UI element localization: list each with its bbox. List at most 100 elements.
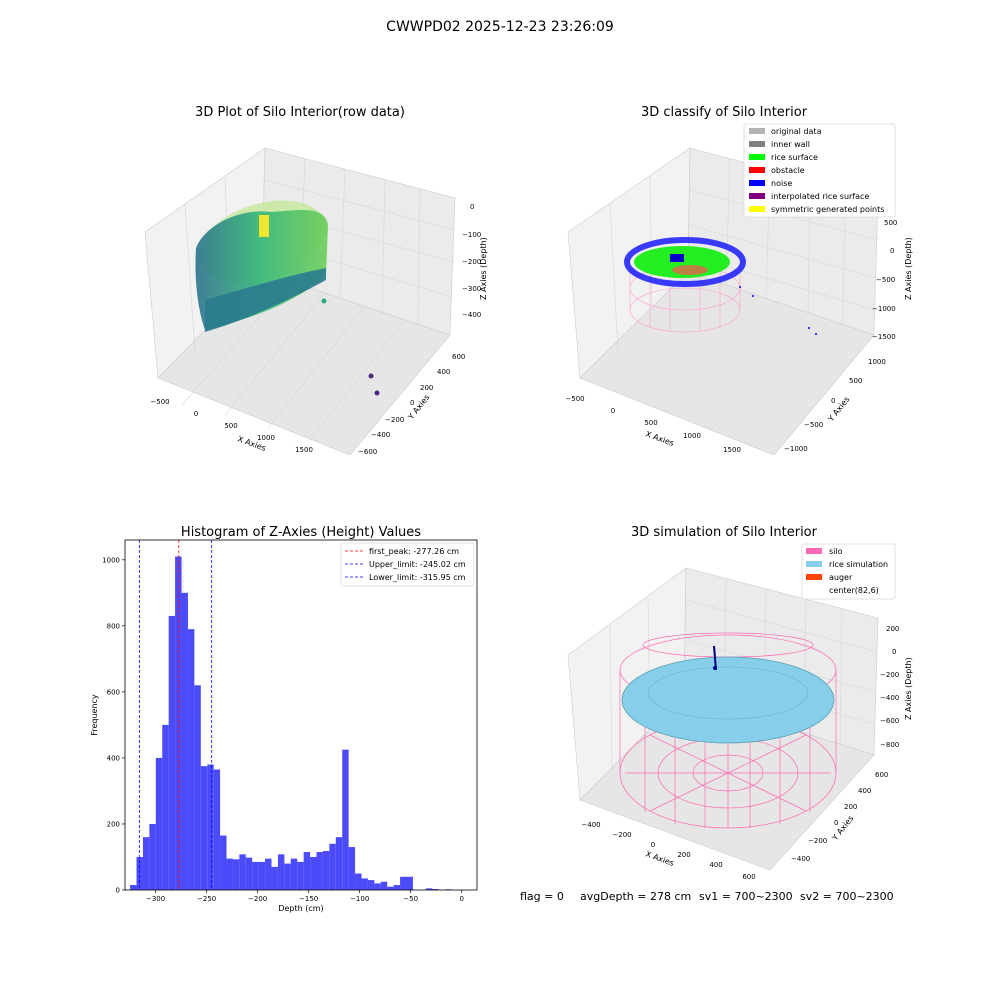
legend-label: rice surface bbox=[771, 153, 818, 162]
histogram-bar bbox=[432, 889, 439, 890]
y-tick-label: 400 bbox=[107, 754, 120, 762]
x-tick-label: −300 bbox=[146, 895, 165, 903]
x-tick: 1500 bbox=[295, 446, 313, 454]
legend-label: obstacle bbox=[771, 166, 805, 175]
y-tick: 600 bbox=[875, 771, 888, 779]
x-axis-label: X Axies bbox=[644, 849, 675, 868]
figure-suptitle: CWWPD02 2025-12-23 23:26:09 bbox=[386, 19, 614, 35]
z-tick: 200 bbox=[886, 625, 899, 633]
histogram-bar bbox=[200, 766, 208, 890]
obstacle-points bbox=[672, 265, 708, 275]
histogram-bar bbox=[239, 854, 246, 890]
legend-label: silo bbox=[829, 547, 843, 556]
histogram-bar bbox=[400, 876, 407, 890]
legend-swatch bbox=[749, 128, 765, 134]
high-spot-yellow bbox=[259, 215, 269, 237]
histogram-bar bbox=[226, 858, 233, 890]
histogram-bar bbox=[406, 876, 413, 890]
histogram-bar bbox=[130, 885, 137, 890]
histogram-bar bbox=[342, 749, 349, 890]
x-tick: 1000 bbox=[683, 432, 701, 440]
y-tick: −200 bbox=[385, 416, 404, 424]
x-tick-label: −100 bbox=[350, 895, 369, 903]
z-tick: −600 bbox=[880, 717, 899, 725]
y-tick: 400 bbox=[858, 787, 871, 795]
legend-label: original data bbox=[771, 127, 822, 136]
y-tick: 0 bbox=[834, 819, 838, 827]
x-tick: −500 bbox=[565, 395, 584, 403]
y-tick: 0 bbox=[831, 397, 835, 405]
histogram-bar bbox=[149, 823, 156, 890]
footer-flag: flag = 0 bbox=[520, 890, 564, 903]
rice-surface-texture bbox=[647, 666, 809, 720]
histogram-bar bbox=[393, 885, 401, 890]
legend-swatch bbox=[749, 167, 765, 173]
histogram-bar bbox=[245, 857, 253, 890]
noise-point bbox=[752, 295, 754, 297]
histogram-bar bbox=[162, 724, 169, 890]
x-tick: 0 bbox=[651, 841, 655, 849]
legend-box bbox=[340, 542, 475, 587]
auger bbox=[713, 645, 717, 671]
legend-box bbox=[743, 123, 896, 218]
z-tick: −400 bbox=[462, 311, 481, 319]
footer-sv2: sv2 = 700~2300 bbox=[800, 890, 894, 903]
histogram-bar bbox=[155, 757, 163, 890]
y-tick: 500 bbox=[849, 377, 862, 385]
histogram-bar bbox=[277, 854, 285, 890]
histogram-bar bbox=[348, 847, 356, 890]
legend-swatch bbox=[749, 180, 765, 186]
legend-label: inner wall bbox=[771, 140, 810, 149]
histogram-bars bbox=[130, 556, 452, 890]
histogram-bar bbox=[387, 886, 394, 890]
y-tick: −1000 bbox=[784, 445, 808, 453]
y-tick: 400 bbox=[437, 368, 450, 376]
y-axis-label: Y Axies bbox=[826, 395, 852, 424]
silo-wireframe bbox=[619, 632, 837, 829]
x-ticks: −300 −250 −200 −150 −100 −50 0 bbox=[146, 890, 464, 903]
legend-histogram: first_peak: -277.26 cm Upper_limit: -245.… bbox=[345, 547, 466, 582]
y-tick: 1000 bbox=[868, 358, 886, 366]
histogram-bar bbox=[335, 837, 343, 890]
histogram-bar bbox=[265, 858, 272, 890]
x-tick-label: −250 bbox=[197, 895, 216, 903]
legend-label: noise bbox=[771, 179, 792, 188]
surface-points-front bbox=[205, 268, 326, 332]
noise-point bbox=[739, 286, 741, 288]
z-tick: −500 bbox=[876, 276, 895, 284]
histogram-bar bbox=[136, 856, 143, 890]
histogram-bar bbox=[316, 852, 323, 890]
legend-simulation: silo rice simulation auger center(82,6) bbox=[806, 547, 888, 595]
x-tick: 1500 bbox=[723, 446, 741, 454]
x-axis-label: X Axies bbox=[644, 429, 675, 448]
legend-label: first_peak: -277.26 cm bbox=[369, 547, 459, 556]
x-tick-label: −50 bbox=[403, 895, 418, 903]
y-tick: −600 bbox=[358, 448, 377, 456]
histogram-bar bbox=[213, 769, 221, 890]
noise-point bbox=[815, 333, 817, 335]
histogram-bar bbox=[297, 861, 304, 890]
z-tick: −1500 bbox=[872, 333, 896, 341]
noise-cluster bbox=[670, 254, 684, 262]
histogram-bar bbox=[322, 851, 330, 890]
x-tick: −500 bbox=[150, 398, 169, 406]
legend-swatch bbox=[806, 561, 822, 567]
z-axis-label: Z Axies (Depth) bbox=[904, 657, 913, 720]
outlier-point bbox=[374, 390, 380, 396]
y-tick: 600 bbox=[452, 353, 465, 361]
histogram-bar bbox=[367, 880, 375, 890]
z-tick: −200 bbox=[462, 258, 481, 266]
y-tick: −500 bbox=[804, 421, 823, 429]
legend-label: auger bbox=[829, 573, 853, 582]
z-tick: 0 bbox=[470, 203, 474, 211]
x-tick: 0 bbox=[194, 410, 198, 418]
legend-swatch bbox=[806, 548, 822, 554]
z-tick: −400 bbox=[880, 694, 899, 702]
x-tick: 0 bbox=[611, 407, 615, 415]
z-tick: 0 bbox=[892, 648, 896, 656]
legend-label: center(82,6) bbox=[829, 586, 879, 595]
legend-swatch bbox=[749, 154, 765, 160]
histogram-bar bbox=[380, 881, 388, 890]
histogram-bar bbox=[181, 592, 188, 890]
